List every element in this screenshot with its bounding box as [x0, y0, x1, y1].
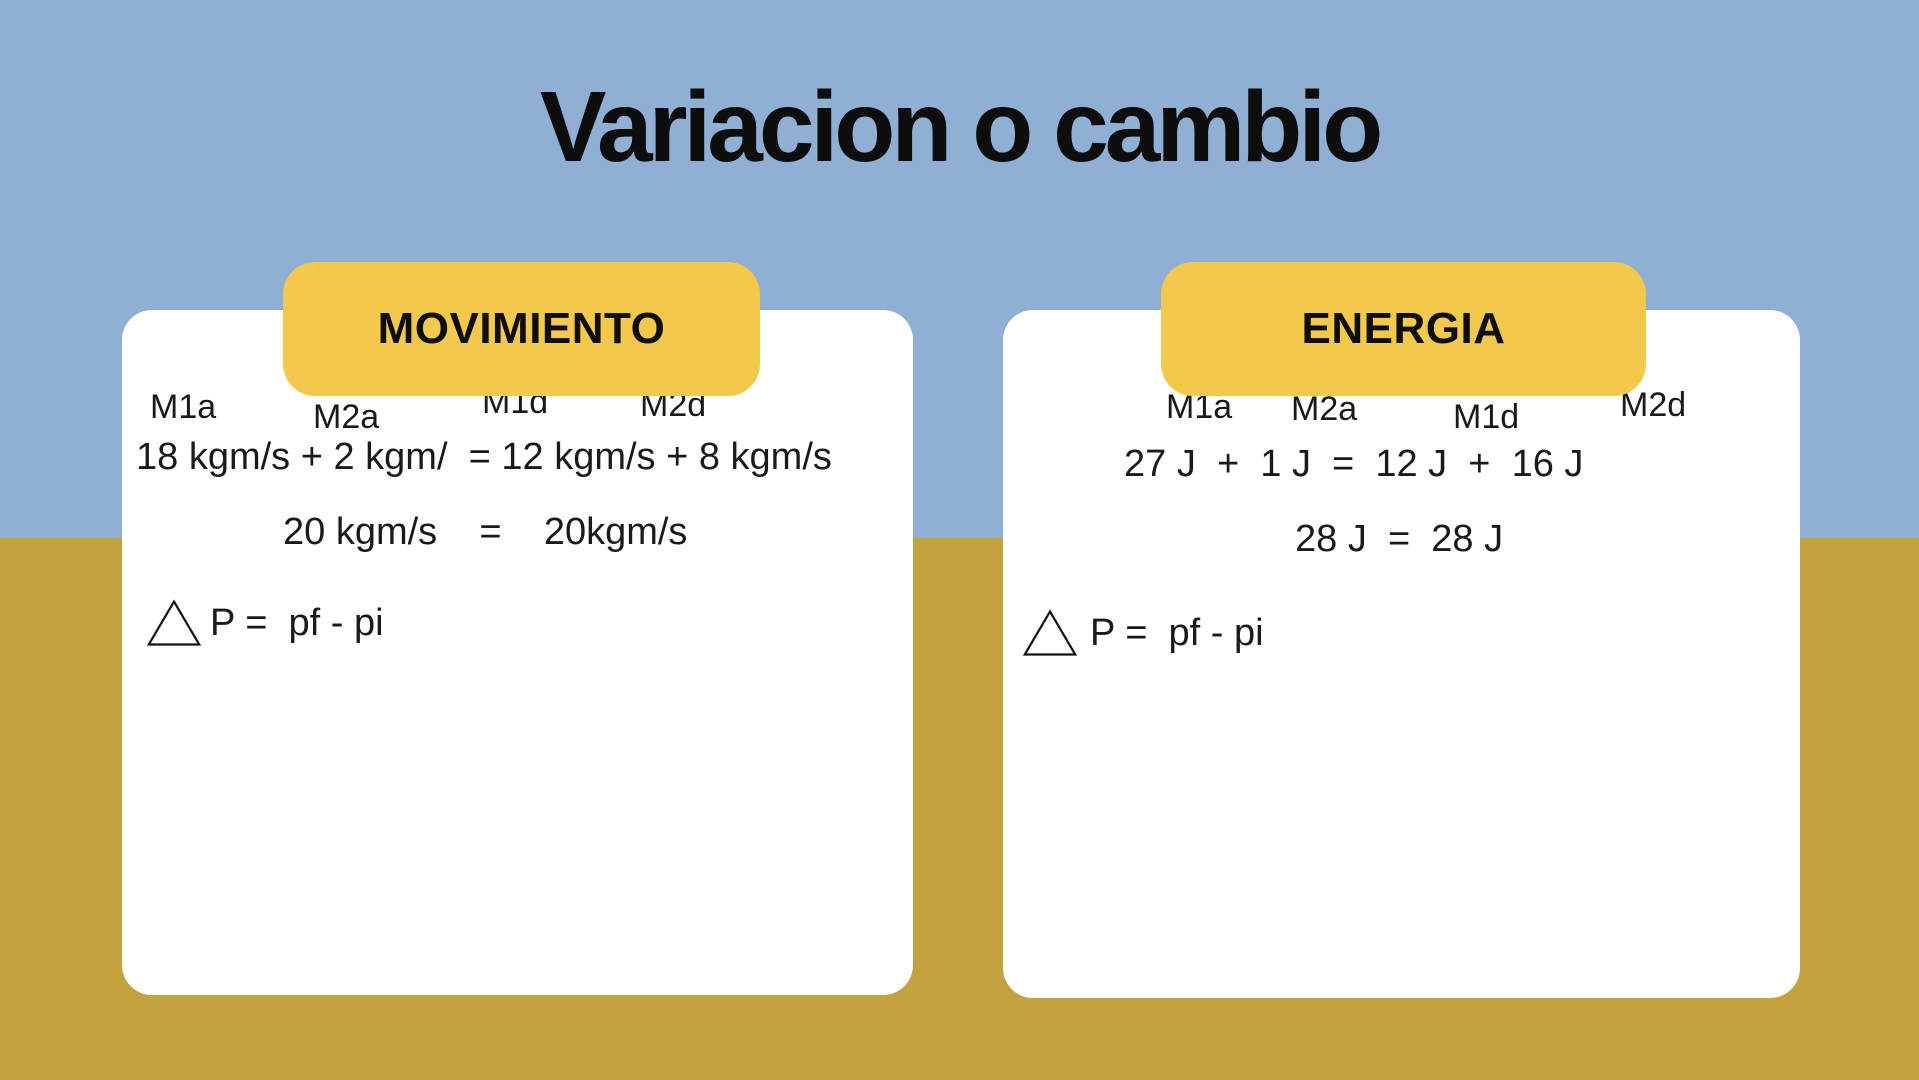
label-m2a: M2a [1291, 390, 1358, 428]
label-m1d: M1d [1453, 398, 1520, 436]
delta-triangle-icon [1022, 608, 1078, 658]
card-energia: M1a M2a M1d M2d 27 J + 1 J = 12 J + 16 J… [1003, 310, 1800, 998]
label-m1a: M1a [150, 388, 217, 426]
energy-delta-equation: P = pf - pi [1090, 612, 1264, 654]
header-label-energia: ENERGIA [1301, 304, 1506, 353]
card-movimiento: M1a M2a M1d M2d 18 kgm/s + 2 kgm/ = 12 k… [122, 310, 913, 995]
header-pill-movimiento: MOVIMIENTO [283, 262, 760, 396]
momentum-delta-equation: P = pf - pi [210, 602, 384, 644]
label-m2a: M2a [313, 398, 380, 436]
slide-title: Variacion o cambio [539, 71, 1383, 183]
energy-equation-line2: 28 J = 28 J [1295, 518, 1504, 560]
header-pill-energia: ENERGIA [1161, 262, 1646, 396]
delta-triangle-icon [146, 598, 202, 648]
energy-equation-line1: 27 J + 1 J = 12 J + 16 J [1124, 443, 1584, 485]
momentum-equation-line1: 18 kgm/s + 2 kgm/ = 12 kgm/s + 8 kgm/s [136, 436, 832, 478]
momentum-equation-line2: 20 kgm/s = 20kgm/s [283, 511, 688, 553]
header-label-movimiento: MOVIMIENTO [377, 304, 666, 353]
label-m2d: M2d [1620, 386, 1687, 424]
